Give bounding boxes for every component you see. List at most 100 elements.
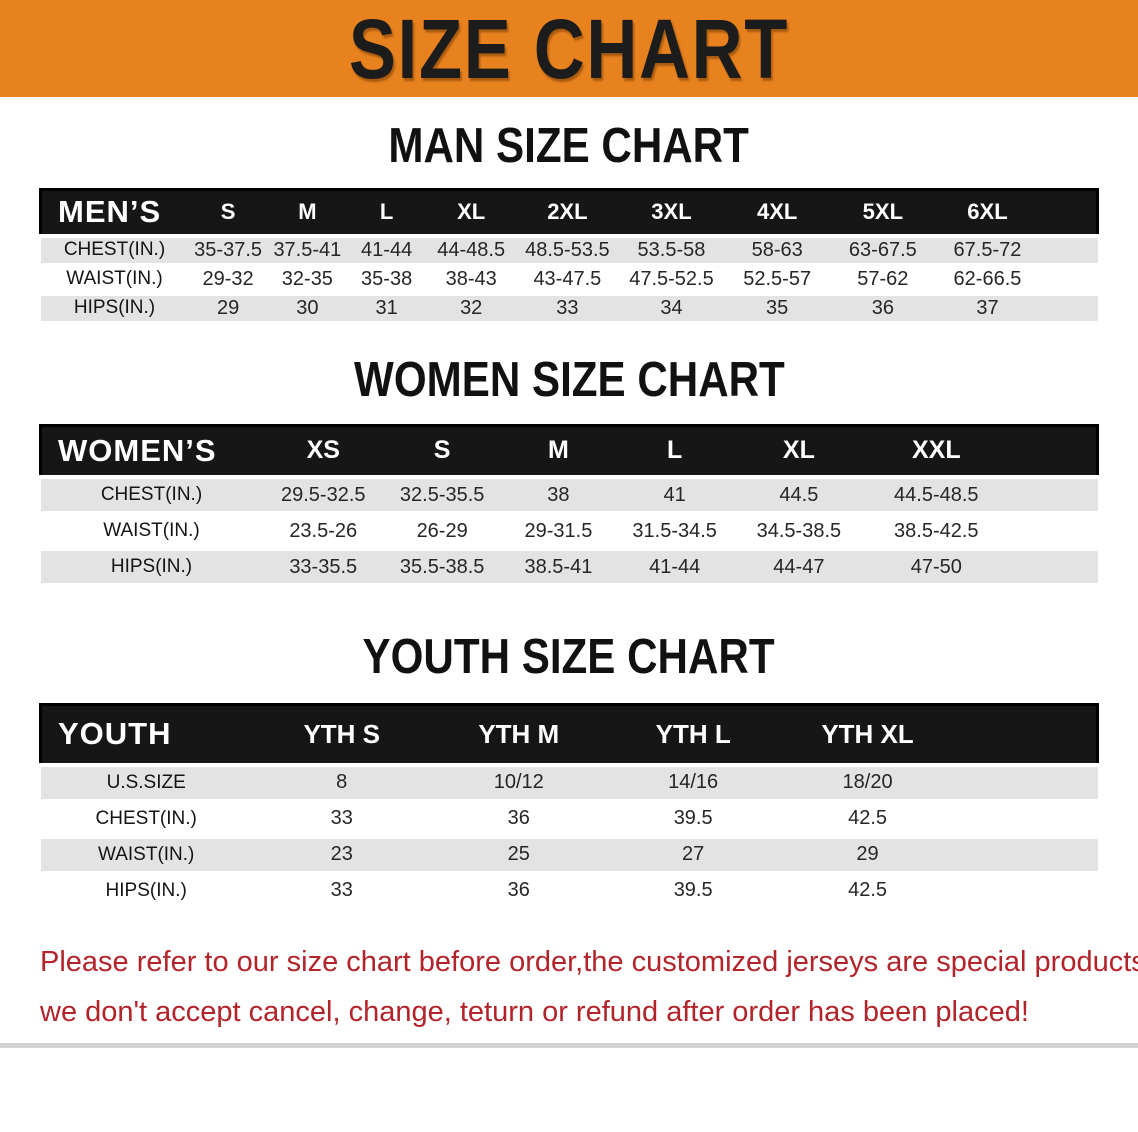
cell: 44.5-48.5	[864, 475, 1008, 515]
spacer-cell	[1007, 547, 1098, 587]
spacer-cell	[954, 762, 1098, 803]
youth-size-table: YOUTH YTH S YTH M YTH L YTH XL U.S.SIZE …	[38, 703, 1099, 911]
cell: 34.5-38.5	[732, 511, 865, 551]
cell: 25	[431, 834, 606, 875]
cell: 48.5-53.5	[516, 233, 619, 267]
cell: 39.5	[605, 870, 781, 911]
row-label: HIPS(IN.)	[40, 547, 263, 587]
womens-col-xs: XS	[262, 423, 385, 479]
mens-col-l: L	[347, 188, 427, 237]
table-row: WAIST(IN.) 23.5-26 26-29 29-31.5 31.5-34…	[40, 511, 1098, 551]
youth-header-row: YOUTH YTH S YTH M YTH L YTH XL	[38, 703, 1099, 766]
youth-table-label: YOUTH	[38, 703, 252, 766]
cell: 37.5-41	[267, 233, 347, 267]
row-label: WAIST(IN.)	[40, 511, 263, 551]
mens-col-s: S	[188, 188, 268, 237]
youth-col-l: YTH L	[605, 703, 781, 766]
youth-heading-text: YOUTH SIZE CHART	[362, 630, 776, 684]
women-section-heading: WOMEN SIZE CHART	[0, 352, 1138, 407]
cell: 41-44	[616, 547, 733, 587]
cell: 38	[500, 475, 617, 515]
cell: 57-62	[830, 262, 936, 296]
cell: 37	[935, 291, 1040, 325]
mens-col-3xl: 3XL	[618, 188, 725, 237]
table-row: WAIST(IN.) 29-32 32-35 35-38 38-43 43-47…	[40, 262, 1098, 296]
row-label: CHEST(IN.)	[40, 798, 252, 839]
cell: 36	[431, 870, 606, 911]
cell: 42.5	[780, 870, 955, 911]
cell: 8	[251, 762, 432, 803]
cell: 33	[251, 798, 432, 839]
table-row: CHEST(IN.) 35-37.5 37.5-41 41-44 44-48.5…	[40, 233, 1098, 267]
table-row: HIPS(IN.) 33 36 39.5 42.5	[40, 870, 1098, 911]
cell: 14/16	[605, 762, 781, 803]
youth-col-s: YTH S	[251, 703, 432, 766]
cell: 29	[780, 834, 955, 875]
row-label: CHEST(IN.)	[40, 233, 189, 267]
womens-col-xxl: XXL	[864, 423, 1008, 479]
cell: 41-44	[347, 233, 427, 267]
cell: 29	[188, 291, 268, 325]
cell: 38-43	[426, 262, 517, 296]
spacer-cell	[1039, 291, 1098, 325]
cell: 32.5-35.5	[384, 475, 501, 515]
spacer-cell	[1007, 475, 1098, 515]
cell: 36	[830, 291, 936, 325]
mens-header-row: MEN’S S M L XL 2XL 3XL 4XL 5XL 6XL	[39, 188, 1100, 237]
womens-col-xl: XL	[732, 423, 865, 479]
cell: 33	[251, 870, 432, 911]
cell: 29-32	[188, 262, 268, 296]
cell: 39.5	[605, 798, 781, 839]
cell: 58-63	[724, 233, 830, 267]
spacer-cell	[954, 798, 1098, 839]
cell: 63-67.5	[830, 233, 936, 267]
cell: 35.5-38.5	[384, 547, 501, 587]
cell: 33	[516, 291, 619, 325]
mens-col-6xl: 6XL	[935, 188, 1040, 237]
cell: 42.5	[780, 798, 955, 839]
cell: 26-29	[384, 511, 501, 551]
womens-col-l: L	[616, 423, 733, 479]
cell: 32	[426, 291, 517, 325]
cell: 62-66.5	[935, 262, 1040, 296]
mens-col-4xl: 4XL	[724, 188, 830, 237]
cell: 33-35.5	[262, 547, 385, 587]
note-line-2: we don't accept cancel, change, teturn o…	[40, 995, 1029, 1028]
cell: 44-48.5	[426, 233, 517, 267]
cell: 44-47	[732, 547, 865, 587]
mens-col-2xl: 2XL	[516, 188, 619, 237]
cell: 23.5-26	[262, 511, 385, 551]
cell: 41	[616, 475, 733, 515]
mens-col-m: M	[267, 188, 347, 237]
cell: 44.5	[732, 475, 865, 515]
cell: 35	[724, 291, 830, 325]
mens-col-xl: XL	[426, 188, 517, 237]
table-row: HIPS(IN.) 29 30 31 32 33 34 35 36 37	[40, 291, 1098, 325]
table-row: CHEST(IN.) 33 36 39.5 42.5	[40, 798, 1098, 839]
womens-col-m: M	[500, 423, 617, 479]
youth-col-m: YTH M	[431, 703, 606, 766]
cell: 30	[267, 291, 347, 325]
table-row: HIPS(IN.) 33-35.5 35.5-38.5 38.5-41 41-4…	[40, 547, 1098, 587]
order-disclaimer-note: Please refer to our size chart before or…	[40, 937, 1138, 1037]
cell: 52.5-57	[724, 262, 830, 296]
table-row: WAIST(IN.) 23 25 27 29	[40, 834, 1098, 875]
mens-col-5xl: 5XL	[830, 188, 936, 237]
cell: 36	[431, 798, 606, 839]
cell: 38.5-42.5	[864, 511, 1008, 551]
note-line-1: Please refer to our size chart before or…	[40, 945, 1138, 978]
spacer-cell	[1039, 188, 1100, 237]
man-heading-text: MAN SIZE CHART	[388, 119, 750, 173]
cell: 47.5-52.5	[618, 262, 725, 296]
cell: 47-50	[864, 547, 1008, 587]
mens-size-table: MEN’S S M L XL 2XL 3XL 4XL 5XL 6XL CHEST…	[39, 188, 1100, 325]
cell: 29.5-32.5	[262, 475, 385, 515]
womens-size-table: WOMEN’S XS S M L XL XXL CHEST(IN.) 29.5-…	[39, 423, 1099, 587]
womens-col-s: S	[384, 423, 501, 479]
cell: 27	[605, 834, 781, 875]
spacer-cell	[954, 834, 1098, 875]
row-label: HIPS(IN.)	[40, 870, 252, 911]
women-heading-text: WOMEN SIZE CHART	[353, 352, 785, 407]
cell: 43-47.5	[516, 262, 619, 296]
cell: 67.5-72	[935, 233, 1040, 267]
